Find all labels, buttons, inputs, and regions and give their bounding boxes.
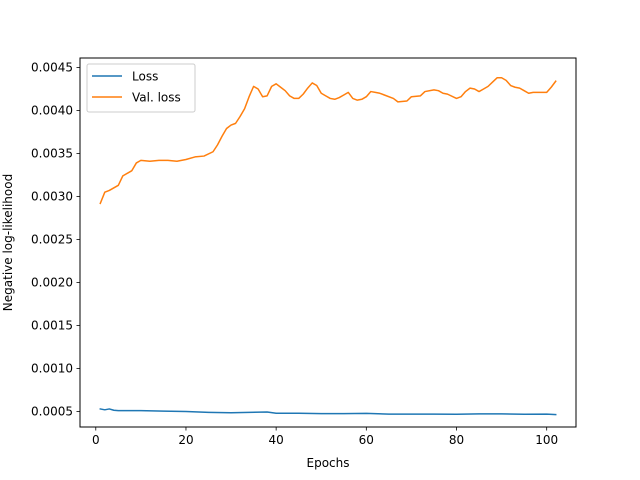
y-tick-label: 0.0040	[31, 104, 73, 118]
x-tick-label: 100	[535, 433, 558, 447]
y-tick-label: 0.0025	[31, 233, 73, 247]
y-tick-label: 0.0015	[31, 319, 73, 333]
y-axis-label: Negative log-likelihood	[1, 174, 15, 311]
legend-label-loss: Loss	[132, 70, 158, 84]
x-axis-label: Epochs	[307, 456, 350, 470]
y-tick-label: 0.0010	[31, 362, 73, 376]
series-line-val-loss	[99, 77, 557, 205]
legend: Loss Val. loss	[86, 63, 196, 113]
x-tick-label: 80	[449, 433, 464, 447]
ticks-layer: 0 20 40 60 80 100 0.0005 0.0010 0.0015 0.0020 0.00…	[31, 61, 558, 447]
x-tick-label: 40	[269, 433, 284, 447]
x-tick-label: 20	[178, 433, 193, 447]
x-tick-label: 0	[92, 433, 100, 447]
x-tick-label: 60	[359, 433, 374, 447]
y-tick-label: 0.0030	[31, 190, 73, 204]
y-tick-label: 0.0020	[31, 276, 73, 290]
plot-area: 0 20 40 60 80 100 0.0005 0.0010 0.0015 0.0020 0.00…	[31, 57, 577, 447]
series-layer	[99, 77, 557, 416]
series-line-loss	[99, 408, 557, 416]
y-tick-label: 0.0045	[31, 61, 73, 75]
axes-frame	[79, 57, 577, 428]
legend-label-val-loss: Val. loss	[132, 91, 181, 105]
y-tick-label: 0.0005	[31, 405, 73, 419]
y-tick-label: 0.0035	[31, 147, 73, 161]
